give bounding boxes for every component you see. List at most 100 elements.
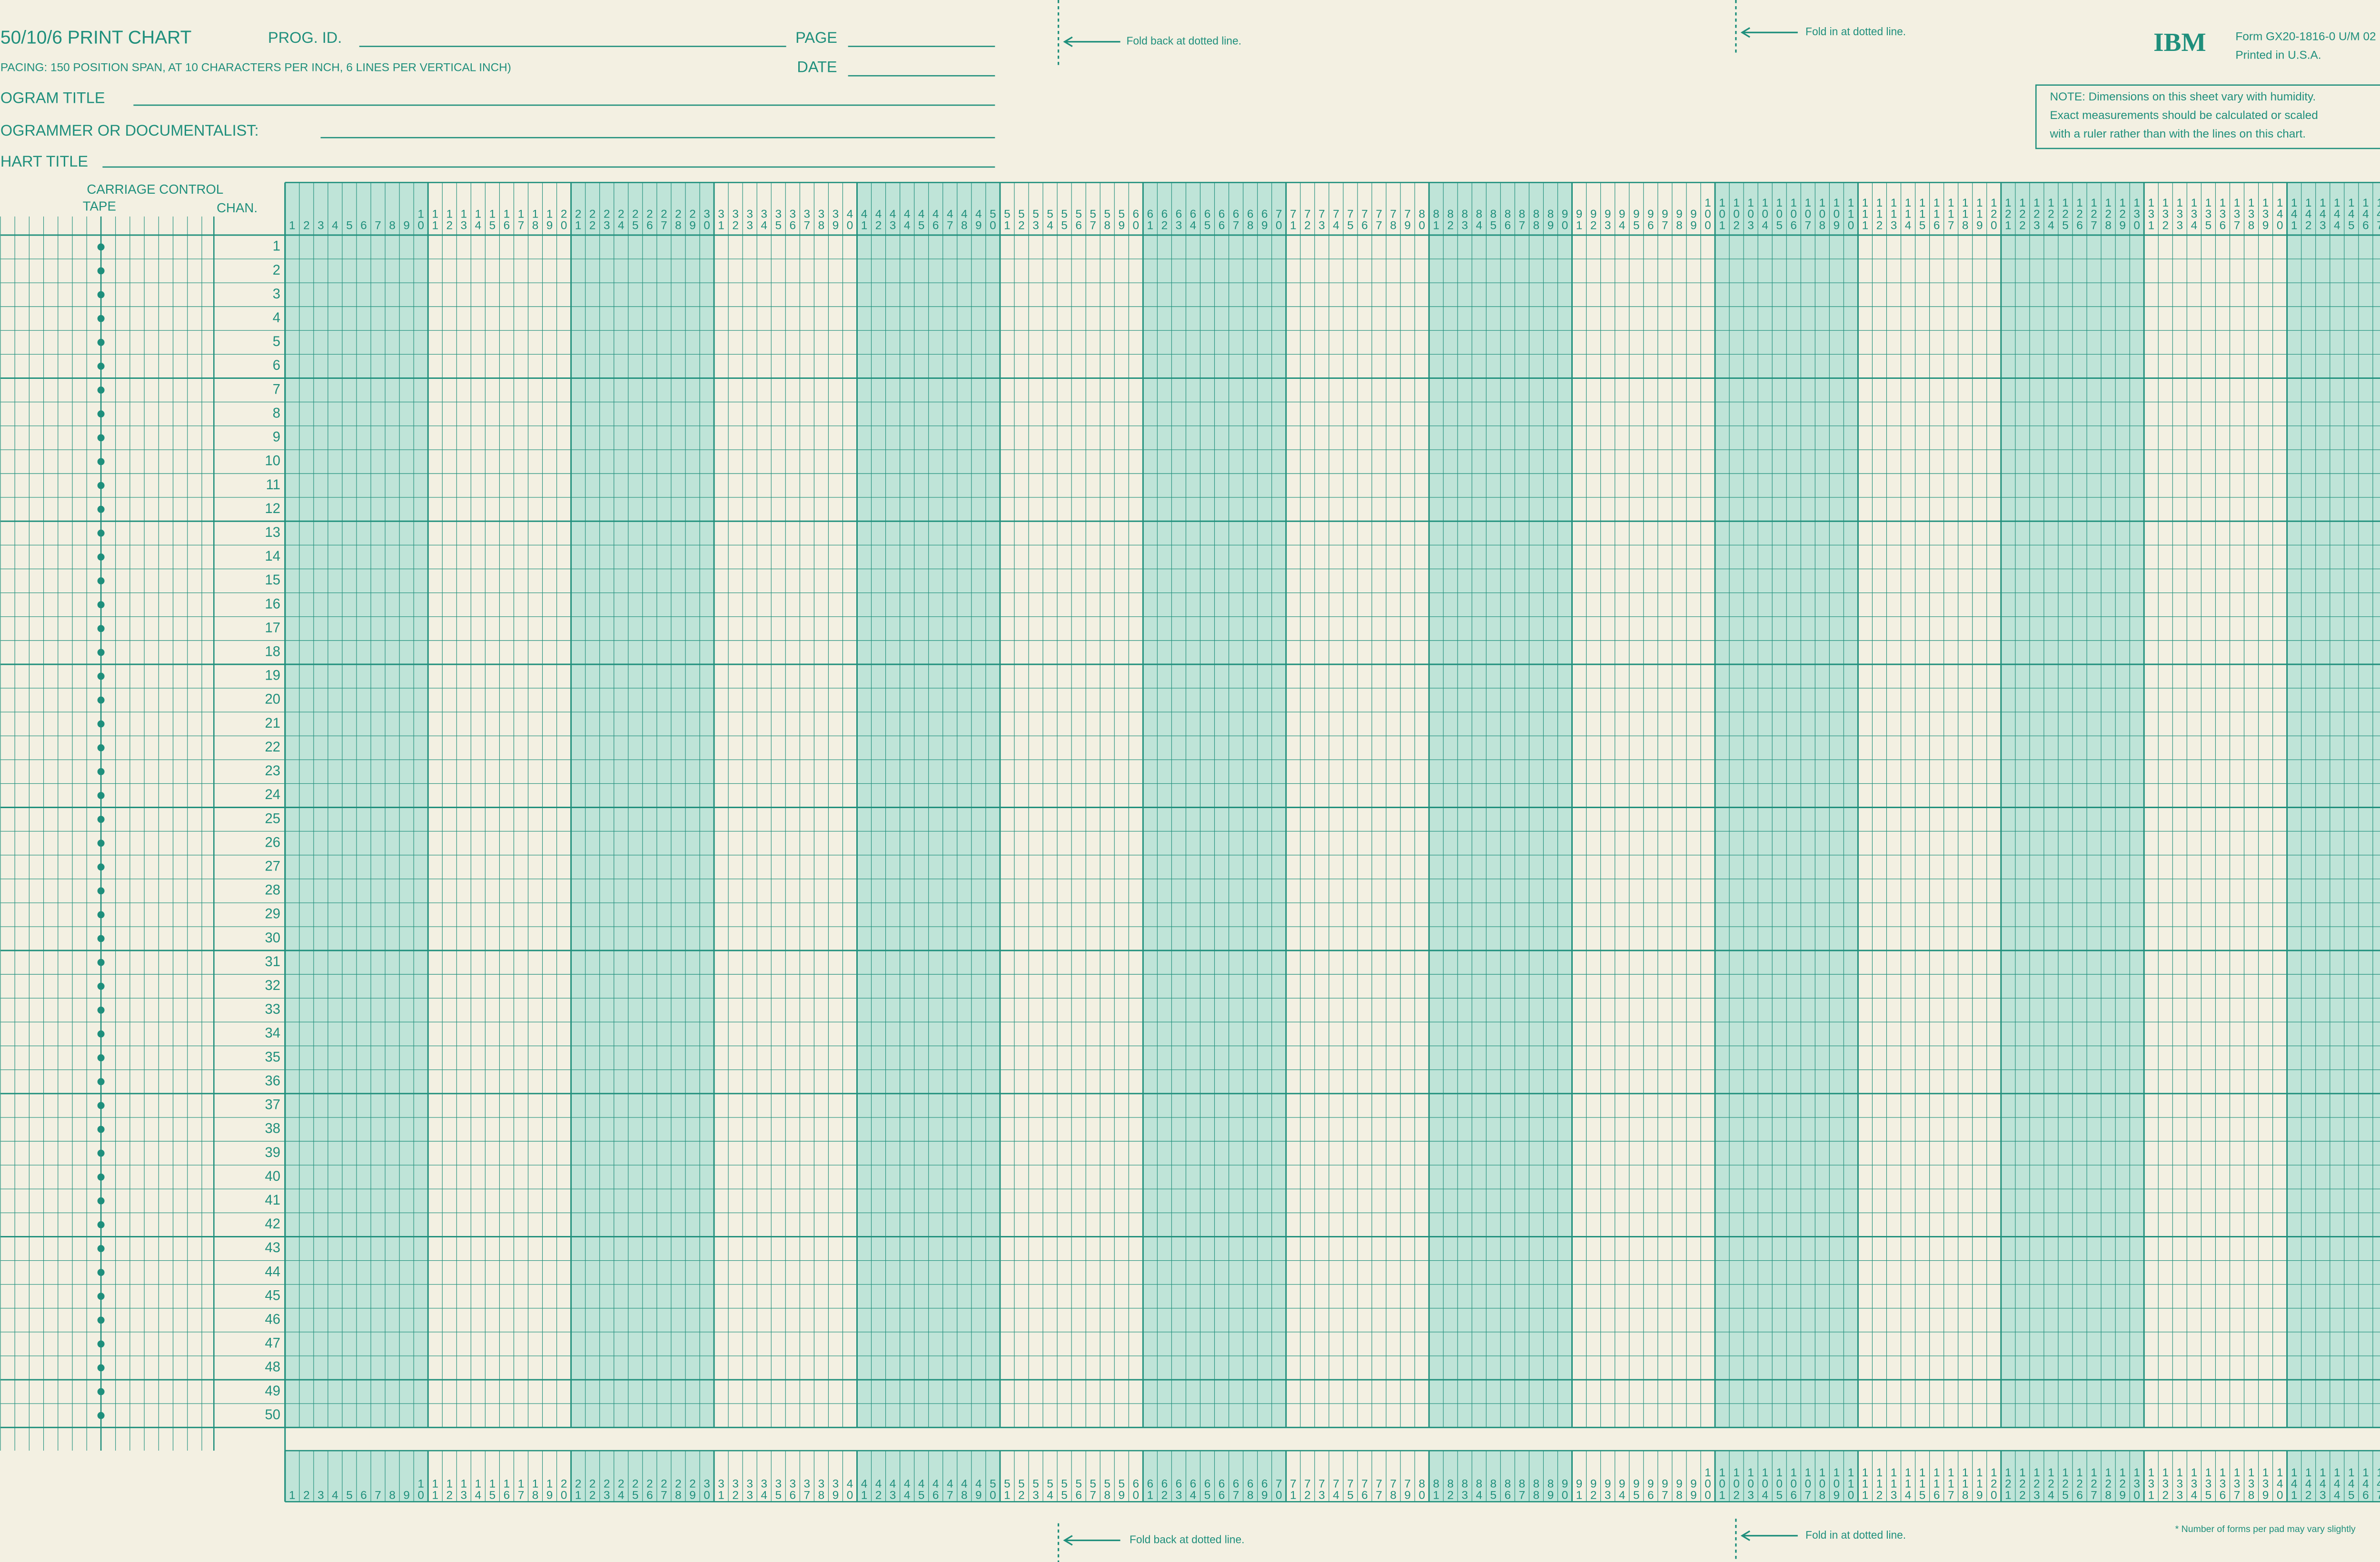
column-number: 42 (872, 208, 885, 231)
column-number: 101 (1716, 197, 1728, 230)
tape-hole (97, 553, 105, 561)
column-number: 16 (500, 1478, 513, 1501)
column-number: 129 (2116, 197, 2129, 230)
column-number: 137 (2231, 197, 2243, 230)
row-number: 42 (265, 1216, 281, 1232)
column-number: 139 (2259, 197, 2272, 230)
column-number: 33 (744, 208, 756, 231)
column-number: 140 (2273, 197, 2286, 230)
tape-hole (97, 1126, 105, 1133)
row-number: 39 (265, 1145, 281, 1160)
tape-hole (97, 363, 105, 370)
column-number: 130 (2131, 197, 2143, 230)
column-number: 31 (715, 208, 728, 231)
tape-hole (97, 768, 105, 775)
column-number: 92 (1587, 208, 1600, 231)
column-number: 146 (2359, 1466, 2372, 1500)
column-number: 116 (1930, 1466, 1943, 1500)
column-number: 114 (1902, 197, 1914, 230)
column-number: 125 (2059, 197, 2072, 230)
column-number: 3 (314, 1489, 327, 1500)
tape-hole (97, 1054, 105, 1062)
column-number: 55 (1058, 1478, 1071, 1501)
column-number: 104 (1759, 1466, 1772, 1500)
note-line: Exact measurements should be calculated … (2050, 109, 2318, 122)
column-number: 131 (2145, 1466, 2158, 1500)
column-number: 112 (1873, 197, 1886, 230)
row-number: 33 (265, 1002, 281, 1017)
column-number: 59 (1115, 1478, 1128, 1501)
column-number: 124 (2044, 197, 2057, 230)
column-number: 79 (1401, 208, 1414, 231)
column-number: 143 (2316, 197, 2329, 230)
tape-hole (97, 267, 105, 275)
column-number: 130 (2131, 1466, 2143, 1500)
row-number: 45 (265, 1288, 281, 1303)
column-number: 80 (1416, 208, 1428, 231)
row-number: 41 (265, 1193, 281, 1208)
column-number: 126 (2073, 1466, 2086, 1500)
column-number: 110 (1844, 197, 1857, 230)
column-number: 35 (772, 208, 785, 231)
row-number: 26 (265, 835, 281, 850)
column-number: 54 (1044, 1478, 1057, 1501)
column-number: 127 (2088, 197, 2101, 230)
column-number: 118 (1959, 197, 1972, 230)
tape-hole (97, 243, 105, 251)
column-number: 86 (1501, 1478, 1514, 1501)
column-number: 140 (2273, 1466, 2286, 1500)
column-number: 44 (901, 1478, 913, 1501)
program-title-label: OGRAM TITLE (0, 89, 105, 107)
row-number: 3 (273, 287, 280, 302)
column-number: 58 (1101, 1478, 1114, 1501)
column-number: 48 (958, 208, 971, 231)
column-number: 8 (386, 1489, 399, 1500)
column-number: 108 (1816, 1466, 1829, 1500)
tape-hole (97, 529, 105, 537)
column-number: 83 (1458, 1478, 1471, 1501)
column-number: 147 (2373, 1466, 2380, 1500)
column-number: 42 (872, 1478, 885, 1501)
column-number: 6 (357, 219, 370, 230)
column-number: 73 (1315, 1478, 1328, 1501)
tape-hole (97, 1364, 105, 1372)
column-number: 71 (1287, 1478, 1299, 1501)
column-number: 30 (701, 208, 714, 231)
column-number: 123 (2030, 1466, 2043, 1500)
column-number: 43 (886, 1478, 899, 1501)
row-number: 50 (265, 1407, 281, 1423)
column-number: 22 (586, 1478, 599, 1501)
column-number: 76 (1358, 1478, 1371, 1501)
column-number: 16 (500, 208, 513, 231)
tape-hole (97, 744, 105, 751)
column-number: 100 (1701, 1466, 1714, 1500)
column-number: 99 (1687, 1478, 1700, 1501)
column-number: 61 (1144, 208, 1157, 231)
ibm-logo: IBM (2153, 28, 2206, 57)
tape-hole (97, 816, 105, 823)
column-number: 144 (2330, 197, 2343, 230)
row-number: 23 (265, 763, 281, 779)
column-number: 76 (1358, 208, 1371, 231)
column-number: 13 (457, 1478, 470, 1501)
column-number: 24 (615, 1478, 627, 1501)
row-number: 9 (273, 430, 280, 445)
column-number: 29 (686, 1478, 699, 1501)
column-number: 8 (386, 219, 399, 230)
column-number: 118 (1959, 1466, 1972, 1500)
carriage-label: CARRIAGE CONTROL (87, 182, 223, 197)
column-number: 126 (2073, 197, 2086, 230)
column-number: 146 (2359, 197, 2372, 230)
column-number: 55 (1058, 208, 1071, 231)
row-number: 31 (265, 954, 281, 969)
tape-hole (97, 410, 105, 418)
column-number: 75 (1344, 1478, 1357, 1501)
row-number: 49 (265, 1384, 281, 1399)
column-number: 83 (1458, 208, 1471, 231)
tape-hole (97, 887, 105, 895)
row-number: 2 (273, 263, 280, 278)
column-number: 4 (328, 219, 341, 230)
row-number: 10 (265, 454, 281, 469)
row-number: 27 (265, 859, 281, 874)
